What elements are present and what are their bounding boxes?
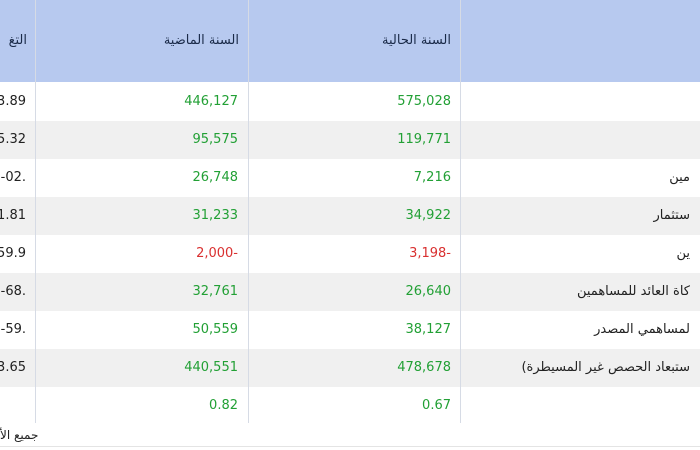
table-row: 1.81 31,233 34,922 ستثمار [0, 197, 700, 235]
table-footer: جميع الأ [0, 424, 700, 450]
change-value: 3.89 [0, 94, 26, 109]
header-item-cell [461, 0, 700, 82]
header-change: التغ [8, 33, 27, 48]
row-label: ستثمار [653, 208, 691, 223]
last-year-value: 446,127 [184, 94, 238, 109]
table-row: -59. 50,559 38,127 لمساهمي المصدر [0, 311, 700, 349]
change-value: 59.9 [0, 246, 26, 261]
column-divider [248, 0, 249, 423]
change-value: -02. [0, 170, 26, 185]
header-change-cell: التغ [0, 0, 35, 82]
header-last-year-cell: السنة الماضية [36, 0, 248, 82]
table-row: -68. 32,761 26,640 كاة العائد للمساهمين [0, 273, 700, 311]
table-row: -02. 26,748 7,216 مين [0, 159, 700, 197]
row-label: مين [669, 170, 690, 185]
table-row: 5.32 95,575 119,771 [0, 121, 700, 159]
row-label: ين [676, 246, 690, 261]
current-year-value: 26,640 [405, 284, 452, 299]
footer-note: جميع الأ [0, 428, 39, 442]
table-row: 3.65 440,551 478,678 ستبعاد الحصص غير المسي… [0, 349, 700, 387]
header-current-year-cell: السنة الحالية [249, 0, 460, 82]
change-value: 3.65 [0, 360, 26, 375]
column-divider [460, 0, 461, 423]
last-year-value: 32,761 [192, 284, 239, 299]
current-year-value: 34,922 [405, 208, 452, 223]
current-year-value: 38,127 [405, 322, 452, 337]
current-year-value: 7,216 [413, 170, 451, 185]
table-row: 3.89 446,127 575,028 [0, 83, 700, 121]
header-current-year: السنة الحالية [382, 33, 451, 48]
current-year-value: 478,678 [397, 360, 451, 375]
change-value: 5.32 [0, 132, 26, 147]
current-year-value: 0.67 [422, 398, 451, 413]
current-year-value: 3,198- [409, 246, 451, 261]
change-value: 1.81 [0, 208, 26, 223]
last-year-value: 440,551 [184, 360, 238, 375]
row-label: كاة العائد للمساهمين [576, 284, 690, 299]
last-year-value: 95,575 [192, 132, 239, 147]
header-last-year: السنة الماضية [163, 33, 239, 48]
last-year-value: 2,000- [196, 246, 238, 261]
current-year-value: 575,028 [397, 94, 451, 109]
last-year-value: 31,233 [192, 208, 239, 223]
change-value: -59. [0, 322, 26, 337]
last-year-value: 26,748 [192, 170, 239, 185]
row-label: لمساهمي المصدر [594, 322, 690, 337]
row-label: ستبعاد الحصص غير المسيطرة) [521, 360, 690, 375]
footer-divider [0, 446, 700, 447]
last-year-value: 0.82 [209, 398, 238, 413]
table-row: 0.82 0.67 [0, 387, 700, 425]
table-row: 59.9 2,000- 3,198- ين [0, 235, 700, 273]
last-year-value: 50,559 [192, 322, 239, 337]
change-value: -68. [0, 284, 26, 299]
current-year-value: 119,771 [397, 132, 451, 147]
column-divider [35, 0, 36, 423]
